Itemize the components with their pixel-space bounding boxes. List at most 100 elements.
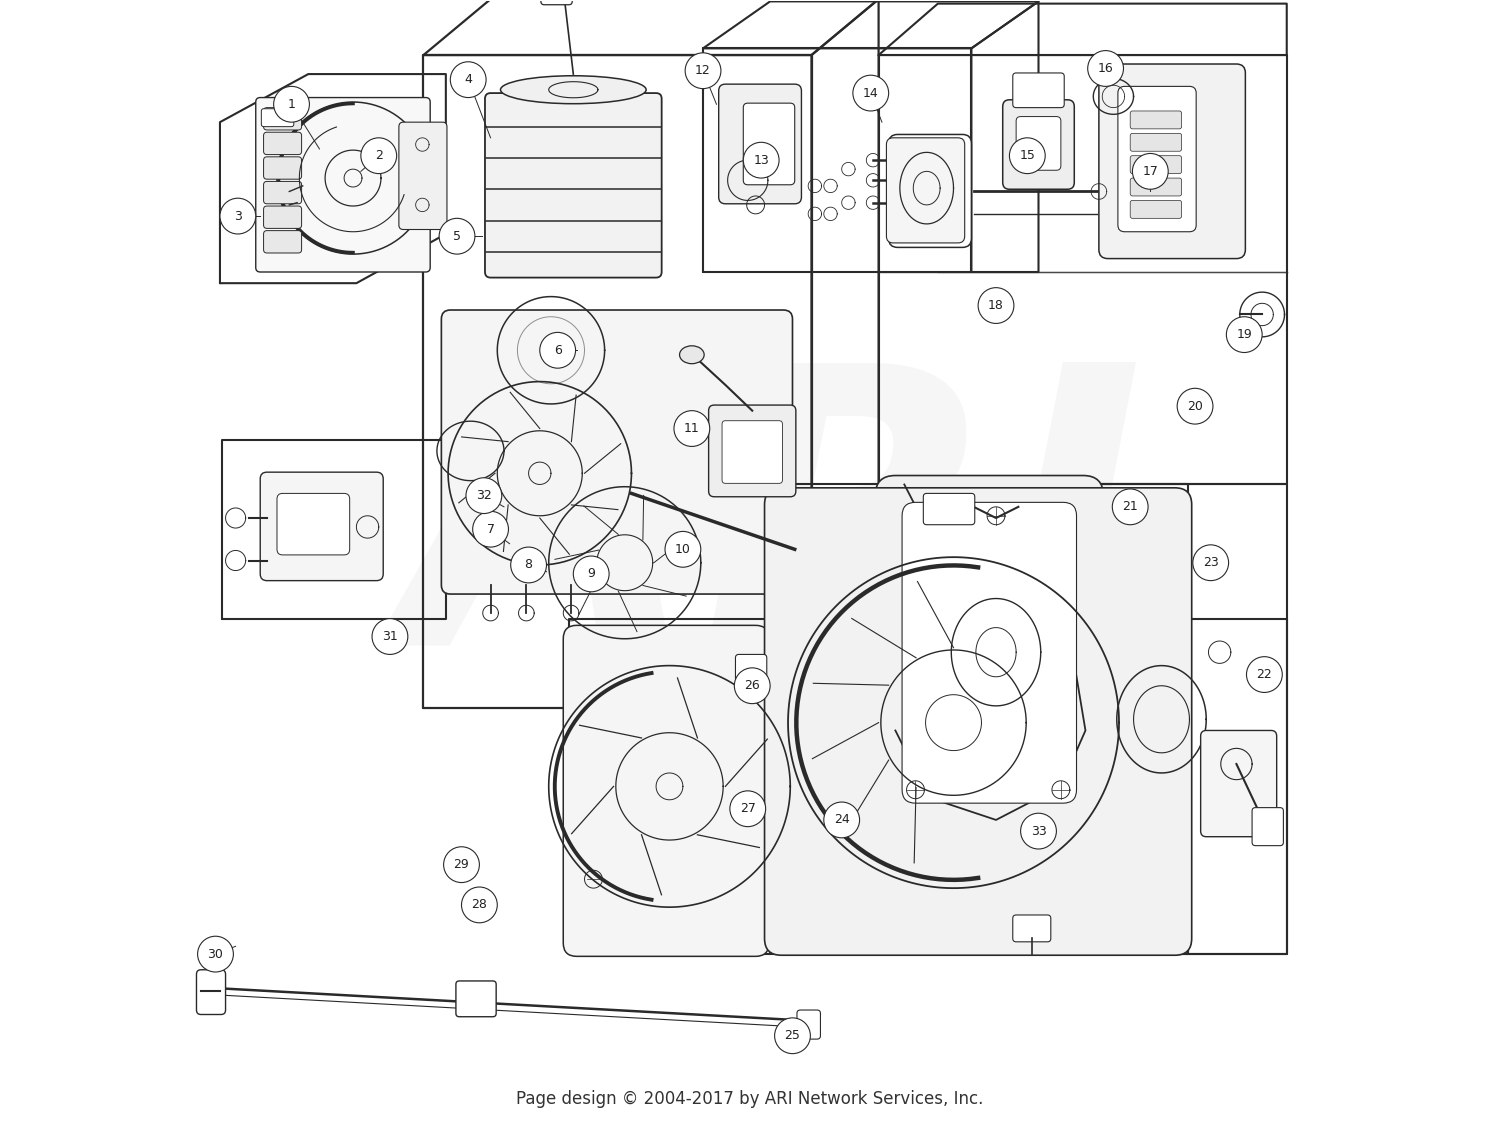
- Circle shape: [1178, 388, 1214, 424]
- Circle shape: [362, 138, 396, 174]
- Text: 1: 1: [288, 98, 296, 111]
- Circle shape: [450, 62, 486, 98]
- FancyBboxPatch shape: [924, 493, 975, 525]
- Text: 20: 20: [1186, 400, 1203, 413]
- Text: 12: 12: [694, 64, 711, 77]
- Text: 26: 26: [744, 679, 760, 693]
- Text: 22: 22: [1257, 668, 1272, 682]
- FancyBboxPatch shape: [1252, 807, 1284, 845]
- Circle shape: [440, 219, 476, 254]
- Circle shape: [674, 410, 710, 446]
- Circle shape: [730, 790, 765, 826]
- FancyBboxPatch shape: [735, 655, 766, 682]
- FancyBboxPatch shape: [260, 472, 382, 581]
- Circle shape: [273, 86, 309, 122]
- FancyBboxPatch shape: [718, 84, 801, 204]
- Text: 30: 30: [207, 947, 224, 961]
- Text: 31: 31: [382, 630, 398, 643]
- FancyBboxPatch shape: [441, 311, 792, 594]
- Text: 32: 32: [476, 489, 492, 502]
- Circle shape: [1010, 138, 1046, 174]
- FancyBboxPatch shape: [796, 1010, 820, 1039]
- FancyBboxPatch shape: [1130, 156, 1182, 174]
- Circle shape: [774, 1018, 810, 1054]
- Circle shape: [1192, 545, 1228, 581]
- FancyBboxPatch shape: [278, 493, 350, 555]
- Ellipse shape: [680, 345, 703, 363]
- Circle shape: [735, 668, 770, 704]
- Circle shape: [853, 75, 888, 111]
- Circle shape: [1088, 50, 1124, 86]
- FancyBboxPatch shape: [264, 132, 302, 155]
- Text: Page design © 2004-2017 by ARI Network Services, Inc.: Page design © 2004-2017 by ARI Network S…: [516, 1091, 984, 1109]
- FancyBboxPatch shape: [888, 135, 972, 248]
- FancyBboxPatch shape: [1130, 201, 1182, 219]
- Text: 2: 2: [375, 149, 382, 163]
- FancyBboxPatch shape: [902, 502, 1077, 803]
- Text: 3: 3: [234, 210, 242, 223]
- Text: 28: 28: [471, 898, 488, 911]
- Circle shape: [573, 556, 609, 592]
- FancyBboxPatch shape: [708, 405, 797, 497]
- Circle shape: [1020, 813, 1056, 849]
- FancyBboxPatch shape: [1130, 178, 1182, 196]
- Text: 16: 16: [1098, 62, 1113, 75]
- Text: 29: 29: [453, 859, 470, 871]
- Circle shape: [744, 142, 778, 178]
- Circle shape: [372, 619, 408, 655]
- Text: 9: 9: [588, 567, 596, 581]
- Text: 24: 24: [834, 814, 849, 826]
- FancyBboxPatch shape: [1200, 731, 1276, 836]
- FancyBboxPatch shape: [484, 93, 662, 278]
- FancyBboxPatch shape: [1130, 133, 1182, 151]
- Text: 23: 23: [1203, 556, 1218, 569]
- Text: 4: 4: [465, 73, 472, 86]
- Text: 14: 14: [862, 86, 879, 100]
- FancyBboxPatch shape: [264, 157, 302, 179]
- FancyBboxPatch shape: [264, 231, 302, 253]
- Circle shape: [686, 53, 722, 89]
- Ellipse shape: [501, 76, 646, 104]
- FancyBboxPatch shape: [542, 0, 572, 4]
- Text: 11: 11: [684, 421, 699, 435]
- Text: 6: 6: [554, 344, 561, 356]
- FancyBboxPatch shape: [765, 488, 1191, 955]
- FancyBboxPatch shape: [1013, 73, 1064, 108]
- Circle shape: [462, 887, 498, 923]
- FancyBboxPatch shape: [1118, 86, 1196, 232]
- Circle shape: [540, 333, 576, 368]
- FancyBboxPatch shape: [264, 182, 302, 204]
- FancyBboxPatch shape: [886, 138, 965, 243]
- Text: 17: 17: [1143, 165, 1158, 178]
- Text: 13: 13: [753, 154, 770, 167]
- FancyBboxPatch shape: [564, 626, 770, 956]
- Circle shape: [1132, 154, 1168, 189]
- Circle shape: [978, 288, 1014, 324]
- Text: 27: 27: [740, 803, 756, 815]
- FancyBboxPatch shape: [1002, 100, 1074, 189]
- Circle shape: [664, 531, 700, 567]
- FancyBboxPatch shape: [399, 122, 447, 230]
- FancyBboxPatch shape: [1013, 915, 1052, 942]
- FancyBboxPatch shape: [255, 98, 430, 272]
- FancyBboxPatch shape: [196, 970, 225, 1015]
- FancyBboxPatch shape: [1100, 64, 1245, 259]
- Text: 25: 25: [784, 1029, 801, 1043]
- Circle shape: [510, 547, 546, 583]
- Circle shape: [466, 478, 502, 513]
- FancyBboxPatch shape: [456, 981, 497, 1017]
- Text: 19: 19: [1236, 328, 1252, 341]
- Text: 5: 5: [453, 230, 460, 243]
- FancyBboxPatch shape: [1016, 117, 1060, 170]
- Text: 7: 7: [486, 522, 495, 536]
- Text: ARI: ARI: [399, 350, 1144, 726]
- Text: 21: 21: [1122, 500, 1138, 513]
- Text: 8: 8: [525, 558, 532, 572]
- Circle shape: [220, 198, 255, 234]
- Circle shape: [824, 802, 860, 837]
- Circle shape: [1246, 657, 1282, 693]
- Circle shape: [198, 936, 234, 972]
- FancyBboxPatch shape: [744, 103, 795, 185]
- Text: 18: 18: [988, 299, 1004, 312]
- Circle shape: [1227, 317, 1262, 352]
